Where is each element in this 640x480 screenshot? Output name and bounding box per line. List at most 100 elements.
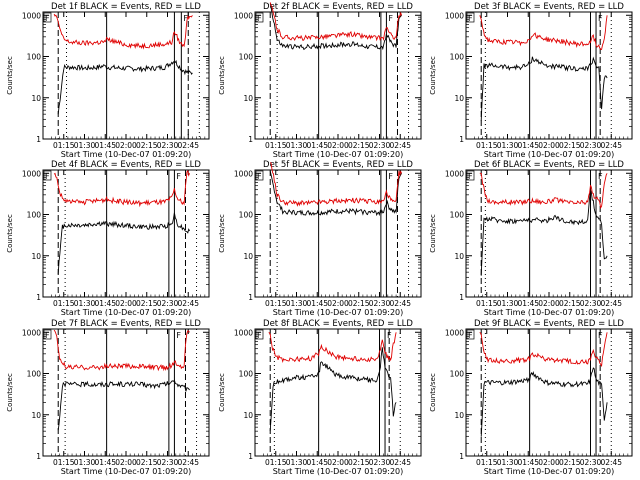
x-tick-label: 02:15 (559, 299, 581, 308)
x-tick-label: 02:15 (348, 458, 370, 467)
y-tick-label: 1000 (22, 328, 41, 337)
chart-title: Det 9f BLACK = Events, RED = LLD (474, 319, 624, 329)
flag-marker-right: F (176, 331, 181, 340)
x-tick-label: 01:15 (476, 299, 498, 308)
x-tick-label: 01:15 (53, 299, 75, 308)
plot-frame (465, 169, 633, 298)
chart-title: Det 7f BLACK = Events, RED = LLD (51, 319, 201, 329)
flag-marker-left: F (468, 331, 473, 340)
chart-title: Det 3f BLACK = Events, RED = LLD (474, 2, 624, 12)
x-tick-label: 02:45 (177, 299, 199, 308)
x-tick-label: 01:45 (517, 299, 539, 308)
chart-title: Det 8f BLACK = Events, RED = LLD (263, 319, 413, 329)
y-axis-label: Counts/sec (6, 373, 14, 412)
chart-title: Det 4f BLACK = Events, RED = LLD (51, 160, 201, 170)
y-axis-label: Counts/sec (6, 214, 14, 253)
series-line-events (269, 347, 397, 431)
x-tick-label: 01:45 (517, 458, 539, 467)
x-axis-label: Start Time (10-Dec-07 01:09:20) (273, 467, 404, 476)
flag-marker-left-box (466, 170, 475, 181)
y-tick-label: 1000 (22, 11, 41, 20)
chart-panel-3f: Det 3f BLACK = Events, RED = LLD Counts/s… (429, 2, 633, 159)
plot-frame (42, 11, 210, 140)
x-tick-label: 02:00 (115, 299, 137, 308)
y-tick-label: 1 (36, 452, 41, 461)
chart-panel-4f: Det 4f BLACK = Events, RED = LLD Counts/s… (6, 160, 210, 317)
chart-panel-9f: Det 9f BLACK = Events, RED = LLD Counts/s… (429, 319, 633, 476)
x-tick-label: 02:45 (389, 141, 411, 150)
x-axis-label: Start Time (10-Dec-07 01:09:20) (484, 150, 615, 159)
x-tick-label: 02:15 (559, 141, 581, 150)
x-tick-label: 01:45 (94, 458, 116, 467)
y-tick-label: 1000 (22, 169, 41, 178)
y-axis-label: Counts/sec (429, 214, 437, 253)
y-tick-label: 10 (31, 252, 41, 261)
series-line-lld (53, 13, 193, 50)
flag-marker-left-box (466, 329, 475, 340)
flag-marker-left-box (255, 12, 264, 23)
x-tick-label: 01:15 (265, 458, 287, 467)
chart-panel-5f: Det 5f BLACK = Events, RED = LLD Counts/s… (218, 160, 422, 317)
y-tick-label: 100 (239, 53, 254, 62)
flag-marker-right: F (598, 331, 603, 340)
x-tick-label: 02:30 (369, 299, 391, 308)
x-axis-label: Start Time (10-Dec-07 01:09:20) (61, 308, 192, 317)
x-tick-label: 01:45 (517, 141, 539, 150)
flag-marker-left: F (45, 172, 50, 181)
x-tick-label: 02:15 (136, 458, 158, 467)
flag-marker-left: F (468, 172, 473, 181)
y-tick-label: 100 (239, 370, 254, 379)
flag-marker-left: F (45, 331, 50, 340)
x-tick-label: 01:15 (265, 299, 287, 308)
flag-marker-left-box (43, 170, 52, 181)
series-line-events (57, 379, 190, 431)
chart-panel-2f: Det 2f BLACK = Events, RED = LLD Counts/s… (218, 2, 422, 159)
x-tick-label: 01:15 (53, 458, 75, 467)
x-tick-label: 01:45 (306, 299, 328, 308)
series-line-events (480, 367, 608, 437)
x-tick-label: 01:45 (94, 299, 116, 308)
x-axis-label: Start Time (10-Dec-07 01:09:20) (273, 150, 404, 159)
plot-frame (465, 11, 633, 140)
y-tick-label: 1000 (234, 11, 253, 20)
x-tick-label: 01:30 (497, 299, 519, 308)
flag-marker-left: F (257, 14, 262, 23)
x-tick-label: 01:30 (74, 458, 96, 467)
series-line-lld (479, 332, 608, 368)
y-axis-label: Counts/sec (6, 56, 14, 95)
x-tick-label: 02:30 (369, 458, 391, 467)
x-tick-label: 01:45 (94, 141, 116, 150)
x-tick-label: 02:00 (327, 458, 349, 467)
y-tick-label: 10 (454, 252, 464, 261)
series-line-lld (479, 172, 608, 210)
x-tick-label: 02:30 (157, 458, 179, 467)
y-tick-label: 1000 (234, 328, 253, 337)
series-line-events (480, 189, 608, 276)
x-tick-label: 02:45 (389, 299, 411, 308)
x-tick-label: 02:45 (600, 299, 622, 308)
plot-frame (254, 169, 422, 298)
y-tick-label: 1 (36, 293, 41, 302)
x-tick-label: 02:15 (136, 141, 158, 150)
y-tick-label: 1 (459, 135, 464, 144)
series-line-events (480, 56, 608, 121)
series-line-lld (53, 329, 190, 372)
x-tick-label: 01:30 (74, 141, 96, 150)
x-tick-label: 01:15 (265, 141, 287, 150)
y-axis-label: Counts/sec (218, 373, 226, 412)
y-tick-label: 1 (248, 293, 253, 302)
chart-panel-1f: Det 1f BLACK = Events, RED = LLD Counts/s… (6, 2, 210, 159)
x-axis-label: Start Time (10-Dec-07 01:09:20) (484, 308, 615, 317)
x-tick-label: 02:15 (348, 299, 370, 308)
flag-marker-left-box (43, 329, 52, 340)
x-tick-label: 02:15 (348, 141, 370, 150)
series-line-events (269, 170, 402, 217)
series-line-lld (269, 2, 403, 42)
flag-marker-right: F (183, 14, 188, 23)
series-line-lld (268, 332, 397, 364)
flag-marker-left: F (257, 331, 262, 340)
series-line-lld (479, 15, 608, 50)
plot-frame (42, 169, 210, 298)
flag-marker-left-box (43, 12, 52, 23)
